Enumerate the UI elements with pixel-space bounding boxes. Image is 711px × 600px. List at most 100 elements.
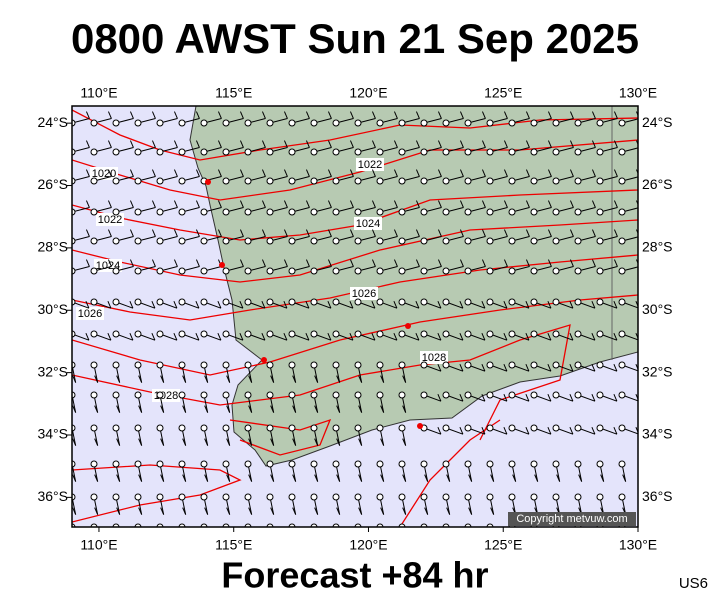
barb-station <box>530 237 538 245</box>
barb-flag <box>195 200 200 208</box>
barb-station <box>398 119 406 127</box>
barb-flag <box>393 169 398 177</box>
barb-station <box>200 493 208 501</box>
barb-station <box>354 493 362 501</box>
barb-station <box>200 361 208 369</box>
barb-station <box>178 424 186 432</box>
barb-flag <box>349 332 354 341</box>
barb-flag <box>182 405 187 413</box>
barb-flag <box>94 474 99 482</box>
barb-flag <box>547 259 552 267</box>
barb-flag <box>569 426 574 435</box>
barb-station <box>90 148 98 156</box>
barb-flag <box>468 474 473 482</box>
barb-flag <box>402 405 407 413</box>
barb-flag <box>591 300 596 309</box>
isobar-label-box <box>420 351 448 364</box>
barb-station <box>332 267 340 275</box>
barb-station <box>134 119 142 127</box>
barb-station <box>244 119 252 127</box>
barb-flag <box>525 426 530 435</box>
barb-flag <box>547 111 552 119</box>
barb-station <box>398 267 406 275</box>
barb-flag <box>569 300 574 309</box>
barb-flag <box>217 140 222 148</box>
barb-station <box>178 460 186 468</box>
barb-flag <box>503 259 508 267</box>
barb-station <box>266 424 274 432</box>
barb-flag <box>261 259 266 267</box>
barb-station <box>288 361 296 369</box>
barb-flag <box>613 140 618 148</box>
copyright: Copyright metvuw.com <box>516 513 627 525</box>
barb-station <box>178 267 186 275</box>
copyright-box <box>508 512 636 526</box>
lon-label-top: 130°E <box>619 85 657 101</box>
barb-flag <box>217 111 222 119</box>
barb-station <box>310 267 318 275</box>
barb-flag <box>415 259 420 267</box>
barb-station <box>618 237 626 245</box>
barb-flag <box>402 438 407 446</box>
barb-flag <box>547 169 552 177</box>
barb-flag <box>613 259 618 267</box>
barb-flag <box>613 363 618 372</box>
lat-label-right: 36°S <box>642 488 673 504</box>
barb-flag <box>248 375 253 383</box>
barb-flag <box>248 438 253 446</box>
barb-flag <box>547 363 552 372</box>
map-frame <box>71 105 639 528</box>
isobar-label: 1026 <box>352 288 376 300</box>
barb-station <box>310 330 318 338</box>
title: 0800 AWST Sun 21 Sep 2025 <box>71 15 639 62</box>
barb-flag <box>283 169 288 177</box>
barb-flag <box>525 393 530 402</box>
barb-station <box>442 460 450 468</box>
city <box>205 179 211 185</box>
barb-flag <box>371 111 376 119</box>
barb-station <box>376 177 384 185</box>
barb-flag <box>569 363 574 372</box>
barb-flag <box>327 332 332 341</box>
barb-flag <box>314 405 319 413</box>
lon-label-top: 120°E <box>349 85 387 101</box>
barb-flag <box>459 426 464 435</box>
barb-station <box>420 493 428 501</box>
barb-station <box>90 267 98 275</box>
barb-station <box>574 424 582 432</box>
barb-station <box>508 298 516 306</box>
barb-station <box>420 330 428 338</box>
barb-station <box>574 237 582 245</box>
barb-station <box>222 460 230 468</box>
barb-flag <box>138 375 143 383</box>
barb-station <box>134 330 142 338</box>
barb-flag <box>569 393 574 402</box>
barb-flag <box>261 300 266 309</box>
barb-flag <box>261 169 266 177</box>
isobar-label-box <box>76 307 104 320</box>
barb-flag <box>261 229 266 237</box>
barb-flag <box>490 474 495 482</box>
barb-station <box>596 391 604 399</box>
barb-flag <box>481 332 486 341</box>
barb-station <box>574 391 582 399</box>
barb-station <box>134 361 142 369</box>
barb-staff <box>446 526 447 527</box>
barb-flag <box>481 426 486 435</box>
barb-station <box>530 177 538 185</box>
barb-station <box>398 424 406 432</box>
barb-station <box>90 493 98 501</box>
barb-station <box>552 148 560 156</box>
barb-station <box>134 424 142 432</box>
barb-station <box>178 208 186 216</box>
barb-flag <box>129 332 134 341</box>
barb-station <box>244 208 252 216</box>
barb-station <box>508 237 516 245</box>
barb-station <box>420 391 428 399</box>
barb-flag <box>358 507 363 515</box>
barb-flag <box>248 507 253 515</box>
lat-label-left: 30°S <box>37 301 68 317</box>
barb-station <box>288 148 296 156</box>
barb-flag <box>459 393 464 402</box>
city <box>219 262 225 268</box>
